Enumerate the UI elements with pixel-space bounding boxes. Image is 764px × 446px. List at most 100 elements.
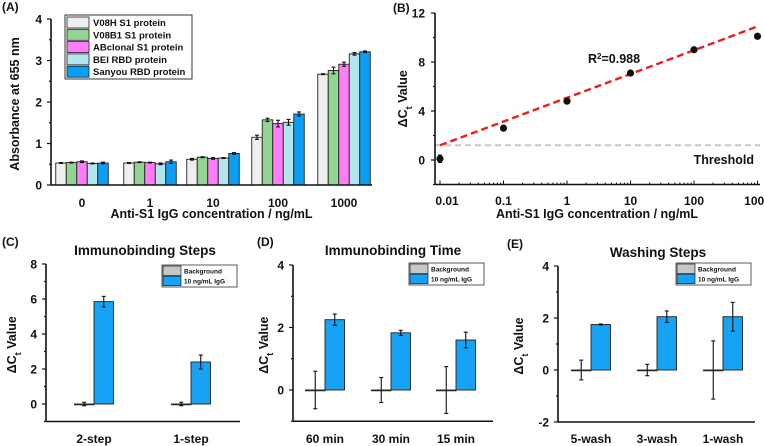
bar (154, 163, 167, 186)
y-tick-label: 0 (418, 154, 425, 168)
y-tick-label: 8 (418, 56, 425, 70)
legend-label: 10 ng/mL IgG (431, 277, 472, 284)
y-axis-label: ΔCt Value (512, 317, 530, 374)
x-axis-label: Anti-S1 IgG concentration / ng/mL (496, 207, 698, 221)
data-point (436, 155, 444, 163)
bar (144, 162, 156, 186)
legend-label: Sanyou RBD protein (93, 67, 186, 78)
bar (390, 332, 411, 391)
y-label-subscript: t (404, 106, 414, 109)
y-tick-label: 4 (542, 260, 549, 274)
legend-label: ABclonal S1 protein (93, 43, 183, 54)
panel-a: 0 1 10 100 1000 0 1 2 3 4 Absorbance at 655 nm Anti… (2, 0, 372, 221)
y-label-part: Value (512, 317, 526, 353)
legend-swatch (66, 53, 90, 66)
y-axis-label: ΔCt Value (396, 70, 414, 127)
panel-b: Threshold R2=0.988 0 4 8 12 0.01 0.1 1 10 100 1000 A… (393, 1, 764, 221)
y-tick-label: 12 (412, 7, 426, 21)
panel-e: 5-wash 3-wash 1-wash -2 0 2 4 ΔCt Value Washing … (507, 237, 755, 446)
legend-label: Background (698, 267, 736, 274)
legend-label: BEI RBD protein (93, 55, 167, 66)
legend-label: 10 ng/mL IgG (184, 279, 225, 286)
legend: Background 10 ng/mL IgG (675, 262, 752, 286)
panel-c: 2-step 1-step 0 2 4 6 8 ΔCt Value Immunobinding … (2, 235, 240, 446)
legend-swatch (409, 263, 429, 274)
legend-swatch (66, 28, 90, 41)
legend-swatch (162, 265, 182, 276)
data-point (690, 46, 698, 54)
bar (317, 73, 329, 186)
y-label-part: Value (396, 70, 410, 106)
y-tick-label: 4 (277, 259, 284, 273)
y-label-part: ΔC (396, 109, 410, 127)
x-tick-label: 10 (624, 194, 638, 208)
legend-swatch (162, 275, 182, 287)
data-point (626, 69, 635, 77)
bar (97, 162, 109, 186)
x-tick-label: 5-wash (571, 432, 612, 446)
y-label-part: Value (257, 317, 271, 353)
bar (327, 70, 340, 186)
y-axis-label: ΔCt Value (5, 316, 23, 373)
x-tick-label: 1 (564, 194, 571, 208)
x-tick-label: 0.1 (495, 194, 512, 208)
legend-label: Background (431, 267, 469, 274)
y-tick-label: 2 (277, 321, 284, 335)
panel-label: (A) (2, 0, 19, 14)
y-tick-label: 2 (542, 312, 549, 326)
bar (293, 113, 305, 186)
x-tick-label: 15 min (437, 432, 475, 446)
y-tick-label: 0 (35, 179, 42, 193)
bar-group (171, 354, 211, 407)
bar (348, 53, 361, 186)
legend: Background 10 ng/mL IgG (408, 262, 485, 286)
x-tick-label: 1-wash (703, 432, 744, 446)
bar (207, 157, 219, 186)
fit-line (439, 25, 758, 147)
y-tick-label: 2 (35, 96, 42, 110)
bar (217, 157, 230, 186)
x-tick-label: 1000 (744, 194, 764, 208)
legend-swatch (676, 273, 696, 285)
x-tick-label: 2-step (76, 432, 111, 446)
bar (251, 136, 263, 186)
bar-group (571, 323, 611, 381)
bar-group (317, 50, 371, 186)
r-squared-label: R2=0.988 (588, 52, 640, 67)
r-value: =0.988 (601, 52, 640, 66)
panel-label: (B) (393, 1, 410, 15)
y-tick-label: 2 (30, 363, 37, 377)
y-label-subscript: t (13, 352, 23, 355)
bar (338, 63, 350, 186)
y-label-subscript: t (520, 354, 530, 357)
chart-title: Immunobinding Time (325, 243, 462, 258)
x-tick-label: 3-wash (637, 432, 678, 446)
panel-label: (D) (257, 235, 274, 249)
bar-group (74, 295, 114, 407)
y-tick-label: -2 (538, 416, 549, 430)
bar (324, 319, 345, 391)
y-label-subscript: t (265, 353, 275, 356)
bar (76, 161, 88, 186)
bar-group (123, 159, 177, 186)
y-tick-label: 4 (30, 328, 37, 342)
bar (186, 158, 198, 186)
bar-group (637, 310, 677, 377)
y-tick-label: 3 (35, 54, 42, 68)
x-tick-label: 1000 (331, 196, 358, 210)
bar (196, 156, 209, 186)
legend-label: Background (184, 269, 222, 276)
bar-group (55, 160, 109, 186)
bar (282, 121, 295, 186)
r-label: R (588, 52, 597, 66)
x-axis-label: Anti-S1 IgG concentration / ng/mL (110, 207, 312, 221)
bar (656, 316, 677, 371)
y-axis-label: Absorbance at 655 nm (8, 37, 22, 170)
bar-group (703, 301, 743, 400)
bar (359, 51, 371, 186)
legend: Background 10 ng/mL IgG (161, 264, 238, 288)
y-tick-label: 6 (30, 293, 37, 307)
legend-swatch (409, 273, 429, 285)
